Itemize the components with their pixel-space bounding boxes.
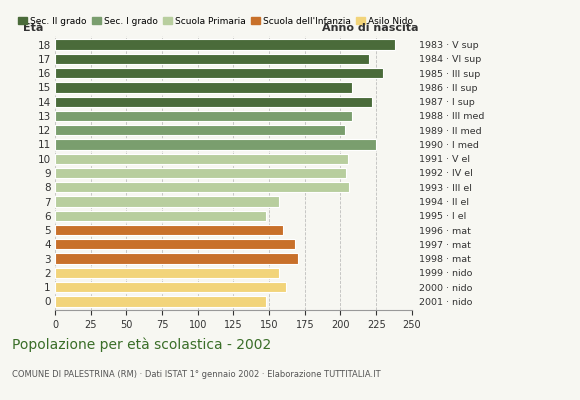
Bar <box>55 254 298 264</box>
Legend: Sec. II grado, Sec. I grado, Scuola Primaria, Scuola dell'Infanzia, Asilo Nido: Sec. II grado, Sec. I grado, Scuola Prim… <box>19 17 413 26</box>
Bar <box>55 239 295 250</box>
Text: COMUNE DI PALESTRINA (RM) · Dati ISTAT 1° gennaio 2002 · Elaborazione TUTTITALIA: COMUNE DI PALESTRINA (RM) · Dati ISTAT 1… <box>12 370 380 379</box>
Bar <box>55 296 266 306</box>
Bar <box>55 225 284 235</box>
Text: Anno di nascita: Anno di nascita <box>322 23 419 33</box>
Bar <box>55 282 287 292</box>
Bar <box>55 211 266 221</box>
Bar <box>55 111 352 121</box>
Bar <box>55 96 372 107</box>
Bar <box>55 82 352 92</box>
Bar <box>55 68 383 78</box>
Bar <box>55 168 346 178</box>
Bar <box>55 268 279 278</box>
Bar <box>55 40 394 50</box>
Text: Età: Età <box>23 23 44 33</box>
Bar <box>55 54 369 64</box>
Bar <box>55 125 345 135</box>
Bar <box>55 196 279 207</box>
Bar <box>55 182 349 192</box>
Bar <box>55 154 347 164</box>
Bar <box>55 139 376 150</box>
Text: Popolazione per età scolastica - 2002: Popolazione per età scolastica - 2002 <box>12 338 271 352</box>
